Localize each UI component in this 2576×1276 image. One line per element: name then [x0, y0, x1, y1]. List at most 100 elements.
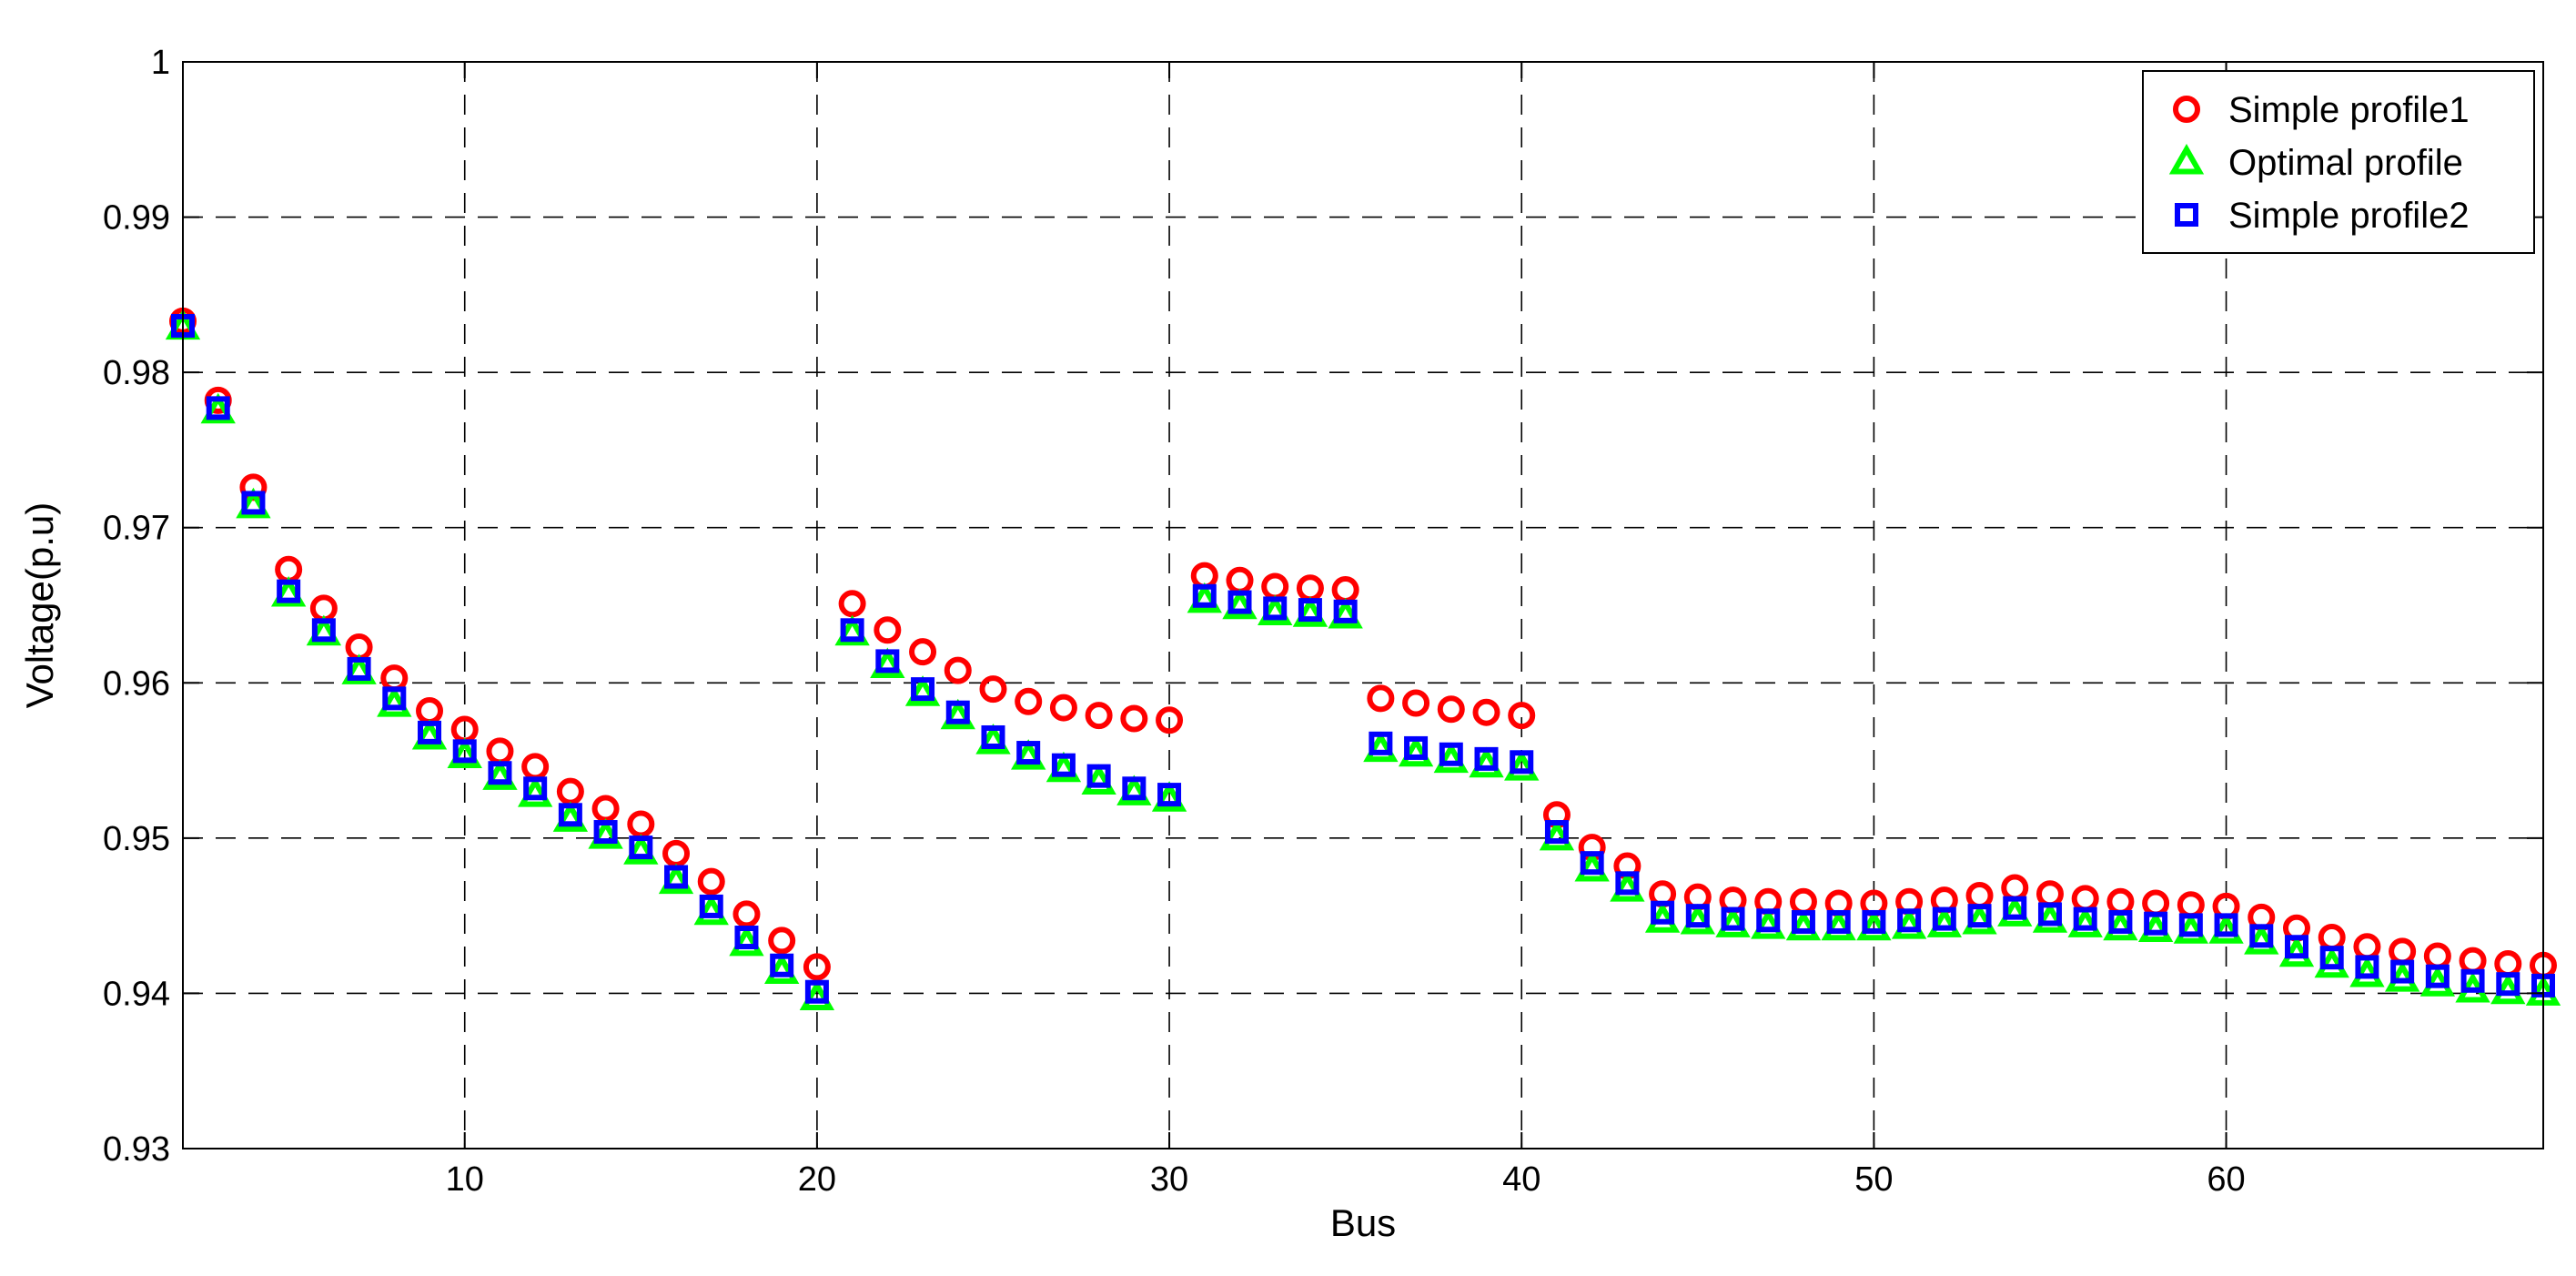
data-point [1474, 746, 1499, 771]
data-point [382, 686, 407, 711]
legend-marker [2175, 203, 2198, 227]
data-point [1862, 909, 1886, 934]
data-point [2319, 946, 2344, 970]
data-point [1826, 909, 1851, 934]
data-point [2355, 955, 2379, 979]
data-point [2496, 972, 2520, 997]
data-point [241, 491, 266, 515]
y-tick-label: 0.93 [103, 1130, 170, 1169]
data-point [277, 579, 301, 603]
data-point [804, 979, 829, 1004]
data-point [1897, 908, 1922, 933]
data-point [664, 865, 689, 889]
data-point [1472, 698, 1500, 726]
data-point [1049, 694, 1077, 722]
plot-area [165, 307, 2561, 1011]
data-point [2178, 913, 2203, 937]
data-point [347, 656, 371, 681]
data-point [2073, 906, 2097, 931]
data-point [418, 720, 442, 744]
data-point [1721, 906, 1745, 931]
data-point [1437, 695, 1465, 724]
data-point [911, 677, 935, 702]
data-point [909, 638, 937, 666]
data-point [1120, 704, 1148, 733]
data-point [1615, 871, 1640, 896]
data-point [1227, 590, 1252, 614]
data-point [1263, 596, 1288, 621]
data-point [2214, 913, 2238, 937]
data-point [1510, 750, 1534, 775]
data-point [1333, 599, 1358, 623]
data-point [1685, 904, 1710, 928]
data-point [593, 820, 618, 845]
data-point [1085, 702, 1113, 730]
y-tick-label: 0.95 [103, 820, 170, 858]
data-point [1015, 687, 1043, 715]
data-point [2003, 896, 2027, 920]
data-point [206, 396, 230, 420]
legend-label: Optimal profile [2228, 143, 2463, 183]
data-point [875, 649, 900, 673]
data-point [840, 618, 864, 643]
data-point [488, 761, 512, 785]
data-point [1544, 820, 1569, 845]
data-point [311, 618, 336, 643]
data-point [1016, 741, 1041, 765]
data-point [1508, 702, 1536, 730]
data-point [1651, 900, 1675, 925]
data-point [2144, 911, 2168, 936]
legend-label: Simple profile1 [2228, 90, 2470, 130]
data-point [874, 616, 902, 644]
y-tick-label: 0.97 [103, 510, 170, 548]
data-point [770, 953, 794, 977]
data-point [732, 900, 761, 928]
y-tick-label: 0.96 [103, 664, 170, 703]
series-3 [171, 313, 2555, 1004]
y-tick-label: 1 [151, 44, 170, 82]
data-point [2425, 964, 2450, 988]
data-point [768, 927, 796, 955]
data-point [1402, 689, 1430, 717]
y-tick-label: 0.94 [103, 975, 170, 1013]
x-tick-label: 50 [1854, 1160, 1893, 1199]
data-point [1967, 904, 1992, 928]
data-point [2249, 924, 2274, 948]
x-tick-label: 20 [798, 1160, 836, 1199]
data-point [803, 953, 831, 981]
x-tick-label: 40 [1502, 1160, 1541, 1199]
data-point [734, 926, 759, 950]
data-point [1051, 753, 1076, 777]
data-point [1756, 908, 1781, 933]
legend-marker [2168, 143, 2205, 175]
x-axis-label: Bus [1330, 1201, 1396, 1244]
ticks: 10 20 30 40 50 60 0.93 0.94 0.95 0.96 0.97 0.98 0.99… [103, 44, 2543, 1199]
x-tick-label: 60 [2207, 1160, 2245, 1199]
data-point [1086, 764, 1111, 788]
data-point [1932, 906, 1956, 931]
data-point [1367, 684, 1395, 713]
data-point [1580, 851, 1604, 876]
data-point [2390, 959, 2415, 984]
data-point [699, 894, 723, 918]
data-point [1791, 909, 1815, 934]
data-point [1298, 598, 1322, 623]
y-tick-label: 0.99 [103, 199, 170, 238]
legend-label: Simple profile2 [2228, 196, 2470, 236]
data-point [558, 803, 582, 827]
data-point [945, 700, 970, 724]
data-point [1122, 776, 1147, 801]
legend-box [2142, 70, 2535, 254]
data-point [629, 835, 653, 860]
legend: Simple profile1 Optimal profile Simple pro… [2142, 70, 2535, 254]
data-point [1439, 742, 1463, 766]
legend-marker [2173, 96, 2200, 123]
data-point [2460, 968, 2485, 993]
data-point [981, 724, 1005, 749]
data-point [2108, 909, 2133, 934]
x-tick-label: 30 [1150, 1160, 1188, 1199]
data-point [1369, 731, 1393, 755]
data-point [2037, 902, 2062, 927]
data-point [452, 739, 477, 764]
data-point [1157, 783, 1182, 807]
